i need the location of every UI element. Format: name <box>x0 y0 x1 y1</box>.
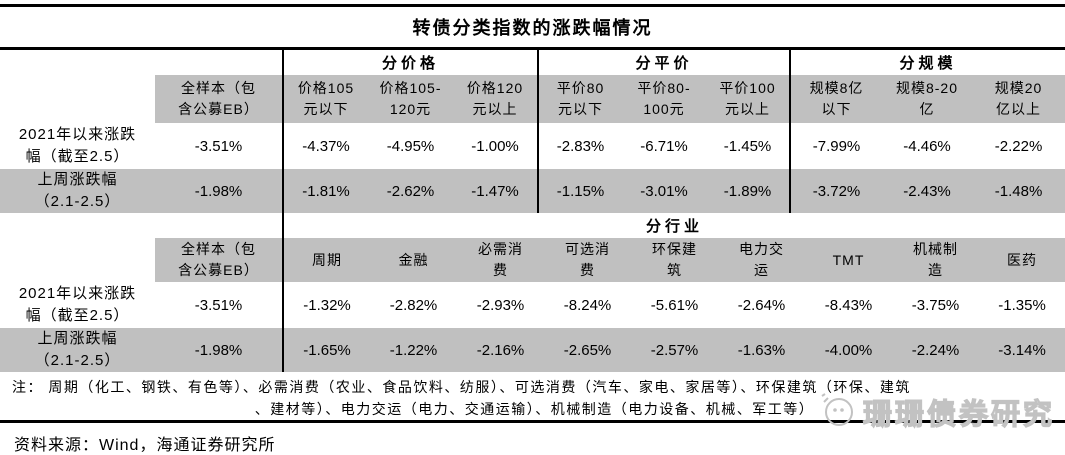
column-header: 价格105 元以下 <box>282 75 368 123</box>
value-cell: -6.71% <box>640 137 688 155</box>
value-cell: -1.22% <box>370 328 457 372</box>
value-cell: -2.57% <box>631 328 718 372</box>
value-cell: -2.43% <box>882 169 972 213</box>
row-label: 2021年以来涨跌 幅（截至2.5） <box>18 126 137 165</box>
column-header: 平价100 元以上 <box>706 75 790 123</box>
value-cell: -2.64% <box>737 296 786 314</box>
group-header-parity: 分平价 <box>537 50 790 75</box>
column-header: 价格105- 120元 <box>368 75 453 123</box>
column-header: 全样本（包 含公募EB） <box>155 75 283 123</box>
value-cell: -3.51% <box>194 137 243 155</box>
table-row: 2021年以来涨跌 幅（截至2.5） -3.51% -1.32% -2.82% … <box>0 282 1065 328</box>
value-cell: -1.89% <box>706 169 790 213</box>
column-header: 规模20 亿以上 <box>972 75 1065 123</box>
value-cell: -1.45% <box>723 137 772 155</box>
column-header-row: 全样本（包 含公募EB） 周期 金融 必需消 费 可选消 费 环保建 筑 电力交… <box>0 238 1065 282</box>
table-row: 上周涨跌幅 （2.1-2.5） -1.98% -1.81% -2.62% -1.… <box>0 169 1065 213</box>
value-cell: -1.15% <box>537 169 622 213</box>
value-cell: -2.24% <box>892 328 979 372</box>
row-label: 上周涨跌幅 （2.1-2.5） <box>0 169 155 213</box>
value-cell: -1.00% <box>471 137 519 155</box>
value-cell: -7.99% <box>789 123 882 169</box>
value-cell: -8.24% <box>563 296 612 314</box>
column-header: 可选消 费 <box>544 238 631 282</box>
value-cell: -5.61% <box>650 296 699 314</box>
value-cell: -2.16% <box>457 328 544 372</box>
value-cell: -1.98% <box>155 169 283 213</box>
value-cell: -2.93% <box>476 296 525 314</box>
footnote-line2: 、建材等）、电力交运（电力、交通运输）、机械制造（电力设备、机械、军工等） <box>254 400 815 417</box>
value-cell: -4.46% <box>903 137 951 155</box>
value-cell: -2.83% <box>537 123 622 169</box>
column-header: 平价80- 100元 <box>622 75 706 123</box>
value-cell: -1.47% <box>453 169 538 213</box>
column-header: 金融 <box>370 238 457 282</box>
value-cell: -8.43% <box>824 296 873 314</box>
column-header: 机械制 造 <box>892 238 979 282</box>
page-title: 转债分类指数的涨跌幅情况 <box>412 18 653 38</box>
column-header: 周期 <box>282 238 370 282</box>
column-header: 平价80 元以下 <box>537 75 622 123</box>
column-header: 环保建 筑 <box>631 238 718 282</box>
group-header-row: 分价格 分平价 分规模 <box>0 50 1065 75</box>
column-header: 价格120 元以上 <box>453 75 538 123</box>
value-cell: -1.35% <box>998 296 1046 314</box>
value-cell: -2.62% <box>368 169 453 213</box>
group-header-row: 分行业 <box>0 213 1065 238</box>
column-header: 规模8亿 以下 <box>789 75 882 123</box>
column-header: 全样本（包 含公募EB） <box>155 238 283 282</box>
value-cell: -2.65% <box>544 328 631 372</box>
value-cell: -4.00% <box>805 328 892 372</box>
value-cell: -3.75% <box>911 296 960 314</box>
table-row: 2021年以来涨跌 幅（截至2.5） -3.51% -4.37% -4.95% … <box>0 123 1065 169</box>
value-cell: -3.72% <box>789 169 882 213</box>
column-header: TMT <box>805 238 892 282</box>
value-cell: -4.37% <box>282 123 368 169</box>
value-cell: -3.51% <box>194 296 243 314</box>
value-cell: -1.48% <box>972 169 1065 213</box>
footnote: 注： 周期（化工、钢铁、有色等）、必需消费（农业、食品饮料、纺服）、可选消费（汽… <box>0 372 1065 420</box>
group-header-industry: 分行业 <box>281 213 1065 238</box>
column-header: 规模8-20 亿 <box>882 75 972 123</box>
value-cell: -1.65% <box>282 328 370 372</box>
value-cell: -2.22% <box>994 137 1043 155</box>
title-rule <box>0 47 1065 50</box>
column-header: 医药 <box>979 238 1065 282</box>
row-label: 上周涨跌幅 （2.1-2.5） <box>0 328 155 372</box>
report-table-page: 转债分类指数的涨跌幅情况 分价格 分平价 分规模 全样本（包 含公募EB） 价格… <box>0 4 1065 455</box>
price-parity-size-table: 分价格 分平价 分规模 全样本（包 含公募EB） 价格105 元以下 价格105… <box>0 50 1065 213</box>
value-cell: -3.14% <box>979 328 1065 372</box>
value-cell: -1.63% <box>718 328 805 372</box>
group-header-price: 分价格 <box>282 50 538 75</box>
table-row: 上周涨跌幅 （2.1-2.5） -1.98% -1.65% -1.22% -2.… <box>0 328 1065 372</box>
corner-cell <box>0 238 155 282</box>
value-cell: -1.81% <box>282 169 368 213</box>
corner-cell <box>0 75 155 123</box>
bottom-rule <box>0 420 1065 424</box>
value-cell: -4.95% <box>386 137 435 155</box>
value-cell: -2.82% <box>389 296 438 314</box>
corner-cell <box>0 213 283 238</box>
value-cell: -3.01% <box>622 169 706 213</box>
footnote-line1: 注： 周期（化工、钢铁、有色等）、必需消费（农业、食品饮料、纺服）、可选消费（汽… <box>12 379 911 395</box>
column-header-row: 全样本（包 含公募EB） 价格105 元以下 价格105- 120元 价格120… <box>0 75 1065 123</box>
value-cell: -1.32% <box>282 282 370 328</box>
top-rule <box>0 4 1065 7</box>
column-header: 必需消 费 <box>457 238 544 282</box>
data-source: 资料来源：Wind，海通证券研究所 <box>14 437 276 455</box>
corner-cell <box>0 50 283 75</box>
value-cell: -1.98% <box>155 328 283 372</box>
group-header-size: 分规模 <box>788 50 1065 75</box>
column-header: 电力交 运 <box>718 238 805 282</box>
industry-table: 分行业 全样本（包 含公募EB） 周期 金融 必需消 费 可选消 费 环保建 筑… <box>0 213 1065 372</box>
row-label: 2021年以来涨跌 幅（截至2.5） <box>18 285 137 324</box>
